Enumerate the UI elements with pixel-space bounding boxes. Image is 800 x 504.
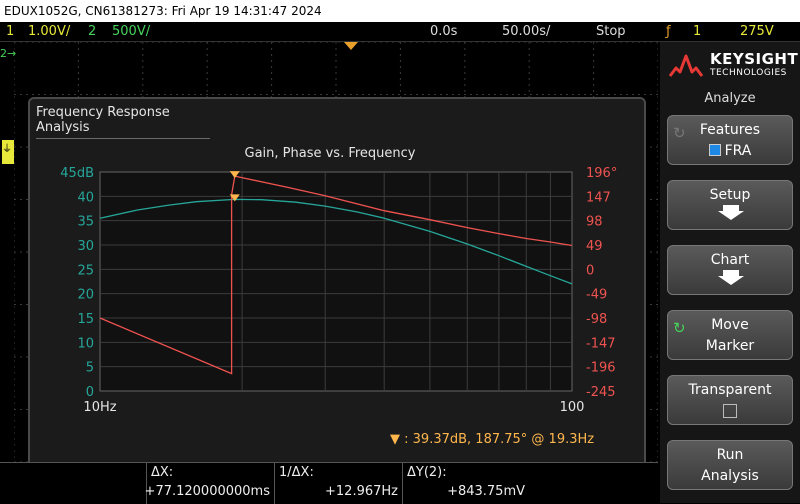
gain-axis-tick-label: 40	[77, 190, 94, 205]
run-analysis-softkey[interactable]: Run Analysis	[667, 440, 793, 490]
x-axis-tick-label: 100	[560, 400, 585, 415]
scope-display: 2→ ⏚ Frequency Response Analysis Gain, P…	[0, 42, 658, 462]
arrow-down-icon	[718, 205, 744, 220]
inv-delta-x-value: +12.967Hz	[325, 484, 398, 499]
ch2-ground-marker[interactable]: 2→	[0, 47, 17, 60]
gain-axis-tick-label: 25	[77, 263, 94, 278]
transparent-checkbox[interactable]	[723, 404, 737, 418]
time-scale[interactable]: 50.00s/	[502, 24, 551, 39]
inv-delta-x-label: 1/ΔX:	[279, 465, 314, 480]
phase-marker	[229, 171, 240, 179]
features-value: FRA	[668, 143, 792, 159]
time-delay[interactable]: 0.0s	[430, 24, 458, 39]
gain-axis-tick-label: 20	[77, 288, 94, 303]
inv-delta-x-cell[interactable]: 1/ΔX: +12.967Hz	[274, 463, 402, 504]
delta-x-value: +77.120000000ms	[144, 484, 270, 499]
arrow-down-icon	[718, 270, 744, 285]
setup-softkey[interactable]: Setup	[667, 180, 793, 230]
features-label: Features	[699, 122, 761, 138]
features-softkey[interactable]: ↻ Features FRA	[667, 115, 793, 165]
delta-y-label: ΔY(2):	[407, 465, 447, 480]
ch1-scale[interactable]: 1.00V/	[28, 24, 71, 39]
keysight-wave-icon	[668, 54, 704, 77]
gain-axis-tick-label: 45dB	[60, 166, 94, 181]
run-state[interactable]: Stop	[596, 24, 626, 39]
ch2-number[interactable]: 2	[88, 24, 97, 39]
delta-x-cell[interactable]: ΔX: +77.120000000ms	[144, 463, 274, 504]
phase-axis-tick-label: 49	[586, 239, 603, 254]
phase-axis-tick-label: -49	[586, 288, 607, 303]
phase-axis-tick-label: -245	[586, 385, 616, 400]
chart-softkey[interactable]: Chart	[667, 245, 793, 295]
logo-line2: TECHNOLOGIES	[710, 68, 787, 78]
window-title-bar: EDUX1052G, CN61381273: Fri Apr 19 14:31:…	[0, 0, 800, 22]
phase-axis-tick-label: 147	[586, 190, 611, 205]
gain-axis-tick-label: 30	[77, 239, 94, 254]
phase-axis-tick-label: 196°	[586, 166, 617, 181]
setup-label: Setup	[709, 187, 751, 203]
phase-axis-tick-label: -98	[586, 312, 607, 327]
logo-line1: KEYSIGHT	[710, 50, 799, 68]
gain-axis-tick-label: 15	[77, 312, 94, 327]
phase-axis-tick-label: -196	[586, 361, 616, 376]
delta-y-value: +843.75mV	[447, 484, 525, 499]
move-marker-softkey[interactable]: ↻ Move Marker	[667, 310, 793, 360]
chart-label: Chart	[710, 252, 750, 268]
x-axis-tick-label: 10Hz	[83, 400, 116, 415]
marker-readout-value: 39.37dB, 187.75° @ 19.3Hz	[412, 432, 595, 447]
trigger-position-marker[interactable]	[344, 42, 358, 50]
transparent-label: Transparent	[688, 382, 772, 398]
analysis-label: Analysis	[701, 468, 759, 484]
gain-marker	[229, 194, 240, 202]
keysight-logo: KEYSIGHT TECHNOLOGIES	[668, 50, 798, 84]
gain-axis-tick-label: 0	[86, 385, 94, 400]
gain-axis-tick-label: 5	[86, 361, 94, 376]
marker-readout-icon: ▼ :	[390, 432, 409, 447]
phase-axis-tick-label: 0	[586, 263, 594, 278]
phase-axis-tick-label: 98	[586, 215, 603, 230]
gain-series-line	[99, 198, 573, 285]
move-label: Move	[711, 317, 749, 333]
gain-axis-tick-label: 35	[77, 215, 94, 230]
rotate-knob-icon: ↻	[673, 319, 686, 337]
delta-x-label: ΔX:	[151, 465, 174, 480]
trigger-source[interactable]: 1	[693, 24, 702, 39]
fra-window-title: Frequency Response Analysis	[36, 105, 210, 139]
fra-chart: Gain, Phase vs. Frequency 45dB 40 35 30 25 20…	[60, 146, 617, 415]
softkey-sidebar: KEYSIGHT TECHNOLOGIES Analyze ↻ Features…	[660, 42, 800, 503]
trigger-icon: ƒ	[666, 24, 671, 39]
trigger-level[interactable]: 275V	[740, 24, 774, 39]
ch1-ground-marker[interactable]: ⏚	[2, 140, 14, 164]
fra-window: Frequency Response Analysis Gain, Phase …	[28, 97, 646, 462]
ch1-number[interactable]: 1	[6, 24, 15, 39]
marker-readout: ▼ : 39.37dB, 187.75° @ 19.3Hz	[390, 432, 594, 447]
rotate-knob-icon: ↻	[673, 124, 686, 142]
run-label: Run	[716, 447, 744, 463]
checkbox-icon	[708, 144, 721, 156]
transparent-softkey[interactable]: Transparent	[667, 375, 793, 425]
chart-title: Gain, Phase vs. Frequency	[245, 146, 416, 161]
menu-heading: Analyze	[704, 91, 756, 106]
phase-axis-tick-label: -147	[586, 336, 616, 351]
gain-axis-tick-label: 10	[77, 336, 94, 351]
window-title: EDUX1052G, CN61381273: Fri Apr 19 14:31:…	[4, 4, 322, 18]
status-bar: 1 1.00V/ 2 500V/ 0.0s 50.00s/ Stop ƒ 1 2…	[0, 22, 800, 42]
delta-y-cell[interactable]: ΔY(2): +843.75mV	[402, 463, 529, 504]
measurement-bar: ΔX: +77.120000000ms 1/ΔX: +12.967Hz ΔY(2…	[0, 462, 658, 504]
marker-label: Marker	[705, 338, 755, 354]
ch2-scale[interactable]: 500V/	[112, 24, 151, 39]
